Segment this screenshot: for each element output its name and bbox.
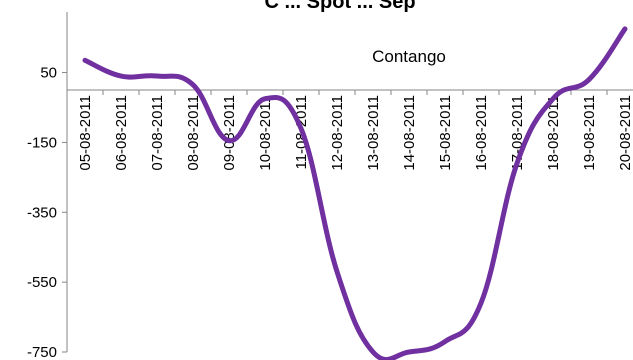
x-tick-label: 16-08-2011 (473, 95, 490, 171)
series-group (82, 26, 628, 360)
x-tick-label: 19-08-2011 (581, 95, 598, 171)
x-tick-label: 07-08-2011 (149, 95, 166, 171)
x-tick-label: 08-08-2011 (185, 95, 202, 171)
x-tick-label: 12-08-2011 (329, 95, 346, 171)
x-tick-label: 05-08-2011 (77, 95, 94, 171)
chart-title: C ... Spot ... Sep (264, 0, 415, 13)
y-tick-label: -150 (27, 134, 57, 151)
x-tick-label: 20-08-2011 (617, 95, 633, 171)
x-tick-label: 10-08-2011 (257, 95, 274, 171)
y-tick-label: 50 (40, 65, 57, 82)
x-ticks: 05-08-2011 06-08-2011 07-08-2011 08-08-2011… (66, 90, 633, 171)
x-tick-label: 18-08-2011 (545, 95, 562, 171)
y-ticks: 50 -150 -350 -550 -750 (27, 65, 67, 360)
series-line (82, 26, 628, 360)
x-tick-label: 14-08-2011 (401, 95, 418, 171)
x-tick-label: 06-08-2011 (113, 95, 130, 171)
y-tick-label: -750 (27, 344, 57, 360)
annotation-label: Contango (372, 47, 446, 66)
y-tick-label: -550 (27, 274, 57, 291)
y-tick-label: -350 (27, 204, 57, 221)
x-tick-label: 15-08-2011 (437, 95, 454, 171)
x-tick-label: 09-08-2011 (221, 95, 238, 171)
annotations: Contango (372, 47, 446, 66)
x-tick-label: 13-08-2011 (365, 95, 382, 171)
